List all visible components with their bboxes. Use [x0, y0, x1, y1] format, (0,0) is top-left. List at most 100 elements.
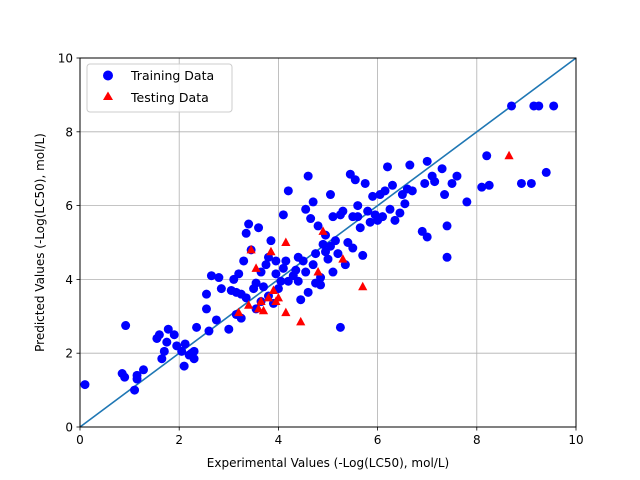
training-point — [380, 186, 390, 196]
training-point — [266, 236, 276, 246]
training-point — [244, 219, 254, 229]
training-point — [201, 304, 211, 314]
training-point — [338, 206, 348, 216]
training-point — [328, 212, 338, 222]
training-point — [301, 267, 311, 277]
training-point — [298, 256, 308, 266]
testing-point — [266, 246, 276, 256]
data-points — [80, 101, 559, 395]
y-tick-label: 2 — [65, 347, 73, 361]
testing-point — [234, 307, 244, 317]
training-point — [179, 361, 189, 371]
x-tick-label: 10 — [568, 433, 583, 447]
testing-point — [268, 285, 279, 294]
training-point — [80, 380, 90, 390]
testing-point — [258, 305, 269, 315]
training-point — [278, 263, 288, 273]
x-tick-label: 0 — [76, 433, 84, 447]
training-point — [405, 160, 415, 170]
training-point — [387, 180, 397, 190]
training-point — [201, 289, 211, 299]
training-point — [261, 260, 271, 270]
training-point — [254, 223, 264, 233]
training-point — [241, 228, 251, 238]
training-point — [162, 337, 172, 347]
testing-point — [338, 254, 348, 263]
training-point — [301, 204, 311, 214]
training-point — [157, 354, 167, 364]
training-point — [328, 267, 338, 277]
training-point — [442, 221, 452, 231]
training-point — [308, 197, 318, 207]
y-tick-label: 10 — [58, 52, 73, 66]
legend-marker-training — [103, 70, 113, 81]
training-point — [283, 186, 293, 196]
training-point — [278, 210, 288, 220]
training-point — [239, 256, 249, 266]
training-point — [353, 212, 363, 222]
x-tick-label: 8 — [473, 433, 481, 447]
training-point — [442, 252, 452, 262]
training-point — [358, 250, 368, 260]
training-point — [363, 206, 373, 216]
training-point — [350, 175, 360, 185]
training-point — [378, 212, 388, 222]
training-point — [159, 346, 169, 356]
training-point — [353, 201, 363, 211]
x-tick-label: 2 — [175, 433, 183, 447]
training-point — [311, 249, 321, 259]
training-point — [383, 162, 393, 172]
testing-point — [244, 300, 254, 309]
training-point — [192, 322, 202, 332]
training-point — [293, 276, 303, 286]
training-point — [138, 365, 148, 375]
y-tick-label: 8 — [65, 125, 73, 139]
training-point — [385, 204, 395, 214]
training-point — [163, 324, 173, 334]
legend: Training Data Testing Data — [86, 63, 233, 113]
training-point — [407, 186, 417, 196]
testing-series — [234, 150, 514, 326]
training-point — [447, 178, 457, 188]
training-point — [281, 256, 291, 266]
y-axis-label: Predicted Values (-Log(LC50), mol/L) — [33, 133, 47, 352]
training-point — [189, 354, 199, 364]
y-tick-label: 6 — [65, 199, 73, 213]
training-point — [318, 239, 328, 249]
training-point — [348, 243, 358, 253]
training-point — [325, 190, 335, 200]
training-point — [430, 177, 440, 187]
training-point — [271, 269, 281, 279]
legend-label-training: Training Data — [130, 68, 214, 83]
training-point — [437, 164, 447, 174]
training-point — [303, 287, 313, 297]
training-point — [271, 256, 281, 266]
testing-point — [281, 237, 291, 246]
testing-point — [263, 292, 274, 302]
training-point — [291, 265, 301, 275]
training-point — [313, 221, 323, 231]
training-point — [189, 346, 199, 356]
legend-marker-testing — [103, 91, 113, 100]
training-point — [206, 271, 216, 281]
training-series — [80, 101, 559, 395]
training-point — [507, 101, 517, 111]
training-point — [211, 315, 221, 325]
training-point — [323, 254, 333, 264]
x-axis-label: Experimental Values (-Log(LC50), mol/L) — [207, 456, 449, 470]
testing-point — [281, 307, 291, 317]
testing-point — [253, 303, 264, 313]
training-point — [440, 190, 450, 200]
training-point — [241, 293, 251, 303]
training-point — [316, 280, 326, 290]
testing-point — [358, 281, 368, 291]
training-point — [216, 284, 226, 294]
training-point — [224, 324, 234, 334]
training-point — [549, 101, 559, 111]
testing-point — [296, 316, 306, 326]
training-point — [526, 178, 536, 188]
training-point — [534, 101, 544, 111]
y-tick-label: 4 — [65, 273, 73, 287]
training-point — [360, 178, 370, 188]
training-point — [400, 199, 410, 209]
